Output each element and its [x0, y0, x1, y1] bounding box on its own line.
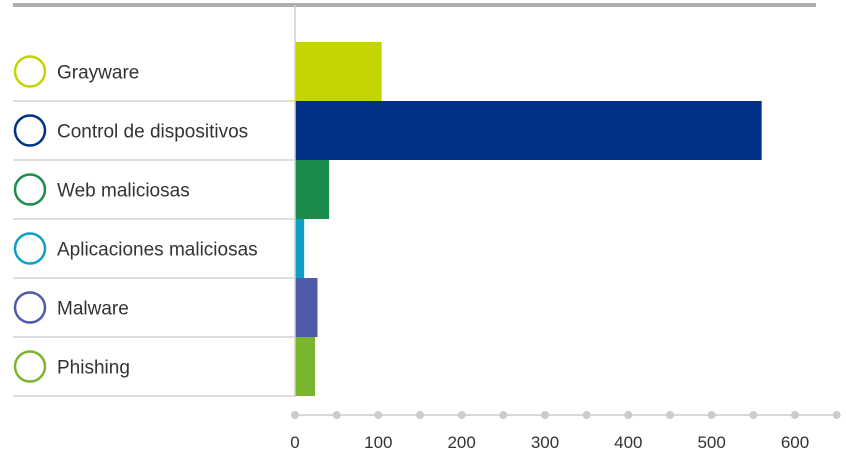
- x-tick-label-500: 500: [697, 433, 725, 452]
- category-label-1: Control de dispositivos: [57, 122, 248, 143]
- bar-0: [295, 42, 382, 101]
- x-tick-dot-600: [791, 411, 799, 419]
- x-tick-dot-200: [457, 411, 466, 419]
- legend-marker-0: [13, 55, 47, 88]
- bar-5: [295, 337, 315, 396]
- category-label-3: Aplicaciones maliciosas: [57, 240, 258, 261]
- x-tick-dot-450: [666, 411, 674, 419]
- x-tick-dot-500: [707, 411, 716, 419]
- x-tick-dot-550: [749, 411, 758, 419]
- x-tick-dot-250: [499, 411, 508, 419]
- x-tick-label-100: 100: [364, 433, 392, 452]
- x-tick-label-400: 400: [614, 433, 642, 452]
- category-label-2: Web maliciosas: [57, 181, 190, 202]
- bar-series: [295, 42, 762, 396]
- x-tick-dot-0: [291, 411, 299, 419]
- x-tick-label-0: 0: [290, 433, 299, 452]
- x-tick-dot-100: [374, 411, 383, 419]
- category-label-4: Malware: [57, 299, 129, 320]
- category-label-5: Phishing: [57, 358, 130, 379]
- category-rows: Grayware Control de dispositivos Web malic…: [13, 55, 295, 397]
- x-tick-dot-50: [332, 411, 341, 419]
- legend-marker-5: [13, 350, 47, 383]
- x-tick-dot-150: [416, 411, 424, 419]
- legend-marker-4: [13, 291, 47, 324]
- x-tick-label-600: 600: [781, 433, 809, 452]
- x-axis: 0 100 200 300 400 500 600: [290, 411, 841, 452]
- x-tick-dot-400: [624, 411, 633, 419]
- legend-marker-3: [13, 232, 47, 265]
- x-tick-label-200: 200: [447, 433, 475, 452]
- legend-marker-2: [13, 173, 47, 206]
- bar-1: [295, 101, 762, 160]
- legend-marker-1: [13, 114, 47, 147]
- category-label-0: Grayware: [57, 63, 139, 84]
- bar-4: [295, 278, 318, 337]
- x-tick-label-300: 300: [531, 433, 559, 452]
- bar-2: [295, 160, 330, 219]
- x-tick-dot-300: [541, 411, 549, 419]
- x-tick-dot-350: [582, 411, 591, 419]
- bar-3: [295, 219, 305, 278]
- x-tick-dot-650: [832, 411, 841, 419]
